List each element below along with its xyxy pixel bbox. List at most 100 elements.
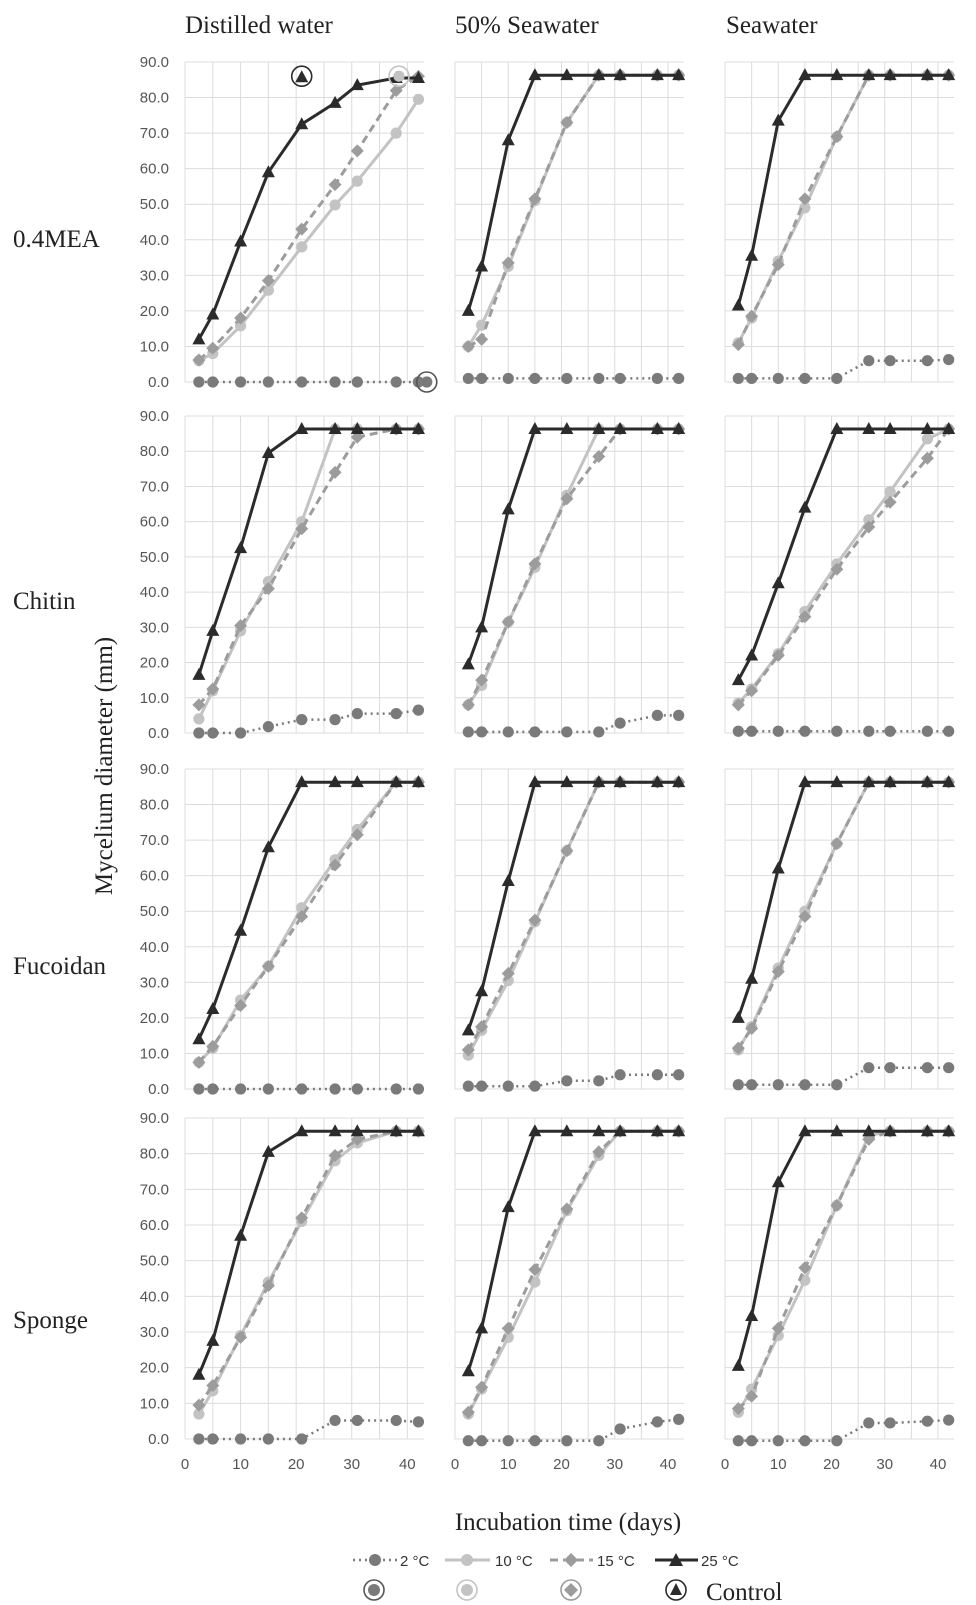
data-point-25-c xyxy=(771,1175,785,1188)
data-point-25-c xyxy=(920,1124,934,1137)
data-point-25-c xyxy=(350,1124,364,1137)
data-point-2-c xyxy=(593,726,605,738)
legend-item-10c: 10 °C xyxy=(445,1553,533,1570)
data-point-15-c xyxy=(192,1055,206,1069)
series-15-c xyxy=(461,68,686,353)
data-point-2-c xyxy=(502,1435,514,1447)
series-line-2-c xyxy=(738,358,949,380)
data-point-25-c xyxy=(650,1124,664,1137)
data-point-2-c xyxy=(614,372,626,385)
data-point-25-c xyxy=(475,1321,489,1334)
data-point-2-c xyxy=(651,1069,663,1081)
data-point-25-c xyxy=(798,500,812,513)
grid xyxy=(454,768,684,1090)
data-point-15-c xyxy=(771,258,785,272)
x-tick-label: 20 xyxy=(288,1456,305,1473)
series-25-c xyxy=(461,1124,686,1377)
chart-panels: 0.010.020.030.040.050.060.070.080.090.00… xyxy=(140,54,956,1473)
data-point-2-c xyxy=(390,1083,402,1095)
x-tick-label: 40 xyxy=(930,1456,947,1473)
data-point-15-c xyxy=(475,673,489,687)
y-tick-label: 30.0 xyxy=(140,619,169,636)
column-title-50-seawater: 50% Seawater xyxy=(455,12,599,39)
data-point-25-c xyxy=(862,1124,876,1137)
data-point-15-c xyxy=(261,1279,275,1293)
data-point-2-c xyxy=(351,376,363,388)
panel-0-4mea-50-seawater xyxy=(454,61,686,385)
data-point-2-c xyxy=(884,1062,896,1074)
data-point-2-c xyxy=(234,1433,247,1445)
series-line-2-c xyxy=(198,1419,419,1441)
series-10-c xyxy=(462,1125,685,1420)
data-point-25-c xyxy=(920,422,934,435)
control-ring xyxy=(415,371,438,393)
legend: 2 °C 10 °C 15 °C 25 °C xyxy=(353,1553,782,1605)
data-point-15-c xyxy=(206,1379,220,1392)
data-point-2-c xyxy=(593,372,605,385)
series-line-25-c xyxy=(466,780,679,1031)
data-point-25-c xyxy=(475,259,489,272)
data-point-2-c xyxy=(921,725,933,737)
y-tick-label: 20.0 xyxy=(140,1010,169,1027)
data-point-2-c xyxy=(593,1435,605,1447)
data-point-15-c xyxy=(731,1041,745,1055)
data-point-2-c xyxy=(772,1079,784,1091)
data-point-2-c xyxy=(746,725,758,737)
series-line-15-c xyxy=(737,428,950,706)
data-point-15-c xyxy=(745,1022,759,1036)
data-point-25-c xyxy=(771,576,785,589)
data-point-25-c xyxy=(942,68,956,81)
data-point-2-c xyxy=(593,1075,605,1087)
data-point-2-c xyxy=(390,1414,402,1427)
data-point-2-c xyxy=(193,1083,205,1095)
data-point-2-c xyxy=(207,1433,219,1445)
data-point-10-c xyxy=(412,93,425,105)
series-15-c xyxy=(192,422,425,712)
data-point-10-c xyxy=(502,1331,514,1343)
series-line-2-c xyxy=(738,1418,949,1443)
y-tick-label: 0.0 xyxy=(148,374,169,391)
data-point-10-c xyxy=(262,575,274,588)
data-point-2-c xyxy=(262,1083,274,1095)
data-point-15-c xyxy=(528,192,542,206)
data-point-25-c xyxy=(389,1124,403,1137)
data-point-25-c xyxy=(862,775,876,788)
x-tick-label: 0 xyxy=(451,1456,459,1473)
series-25-c xyxy=(192,71,425,345)
data-point-2-c xyxy=(614,1069,626,1081)
y-tick-label: 60.0 xyxy=(140,161,169,178)
data-point-25-c xyxy=(328,422,342,435)
panel-sponge-seawater: 0 10 20 30 40 xyxy=(721,1117,956,1473)
series-line-25-c xyxy=(466,1129,679,1372)
data-point-2-c xyxy=(772,1435,784,1447)
x-tick-label: 20 xyxy=(553,1456,570,1473)
data-point-25-c xyxy=(798,68,812,81)
data-point-15-c xyxy=(528,1263,542,1277)
data-point-25-c xyxy=(389,775,403,788)
data-point-15-c xyxy=(261,582,275,596)
data-point-15-c xyxy=(234,1330,248,1344)
data-point-25-c xyxy=(771,113,785,126)
data-point-25-c xyxy=(192,1032,206,1045)
data-point-2-c xyxy=(462,1435,474,1447)
data-point-2-c xyxy=(799,1435,811,1447)
x-tick-label: 20 xyxy=(823,1456,840,1473)
data-point-25-c xyxy=(613,422,627,435)
series-line-25-c xyxy=(197,780,419,1040)
data-point-2-c xyxy=(884,355,896,367)
y-axis-title: Mycelium diameter (mm) xyxy=(91,637,118,895)
series-line-15-c xyxy=(197,427,419,706)
data-point-2-c xyxy=(529,372,541,385)
series-line-10-c xyxy=(467,73,679,348)
data-point-2-c xyxy=(390,376,402,388)
data-point-15-c xyxy=(328,858,342,872)
series-line-25-c xyxy=(736,73,949,306)
data-point-25-c xyxy=(528,1124,542,1137)
data-point-15-c xyxy=(501,966,515,980)
data-point-2-c xyxy=(831,1435,843,1447)
legend-control-label: Control xyxy=(706,1579,782,1605)
y-tick-label: 50.0 xyxy=(140,1253,169,1270)
data-point-25-c xyxy=(295,422,309,435)
series-15-c xyxy=(461,775,686,1057)
data-point-25-c xyxy=(650,775,664,788)
